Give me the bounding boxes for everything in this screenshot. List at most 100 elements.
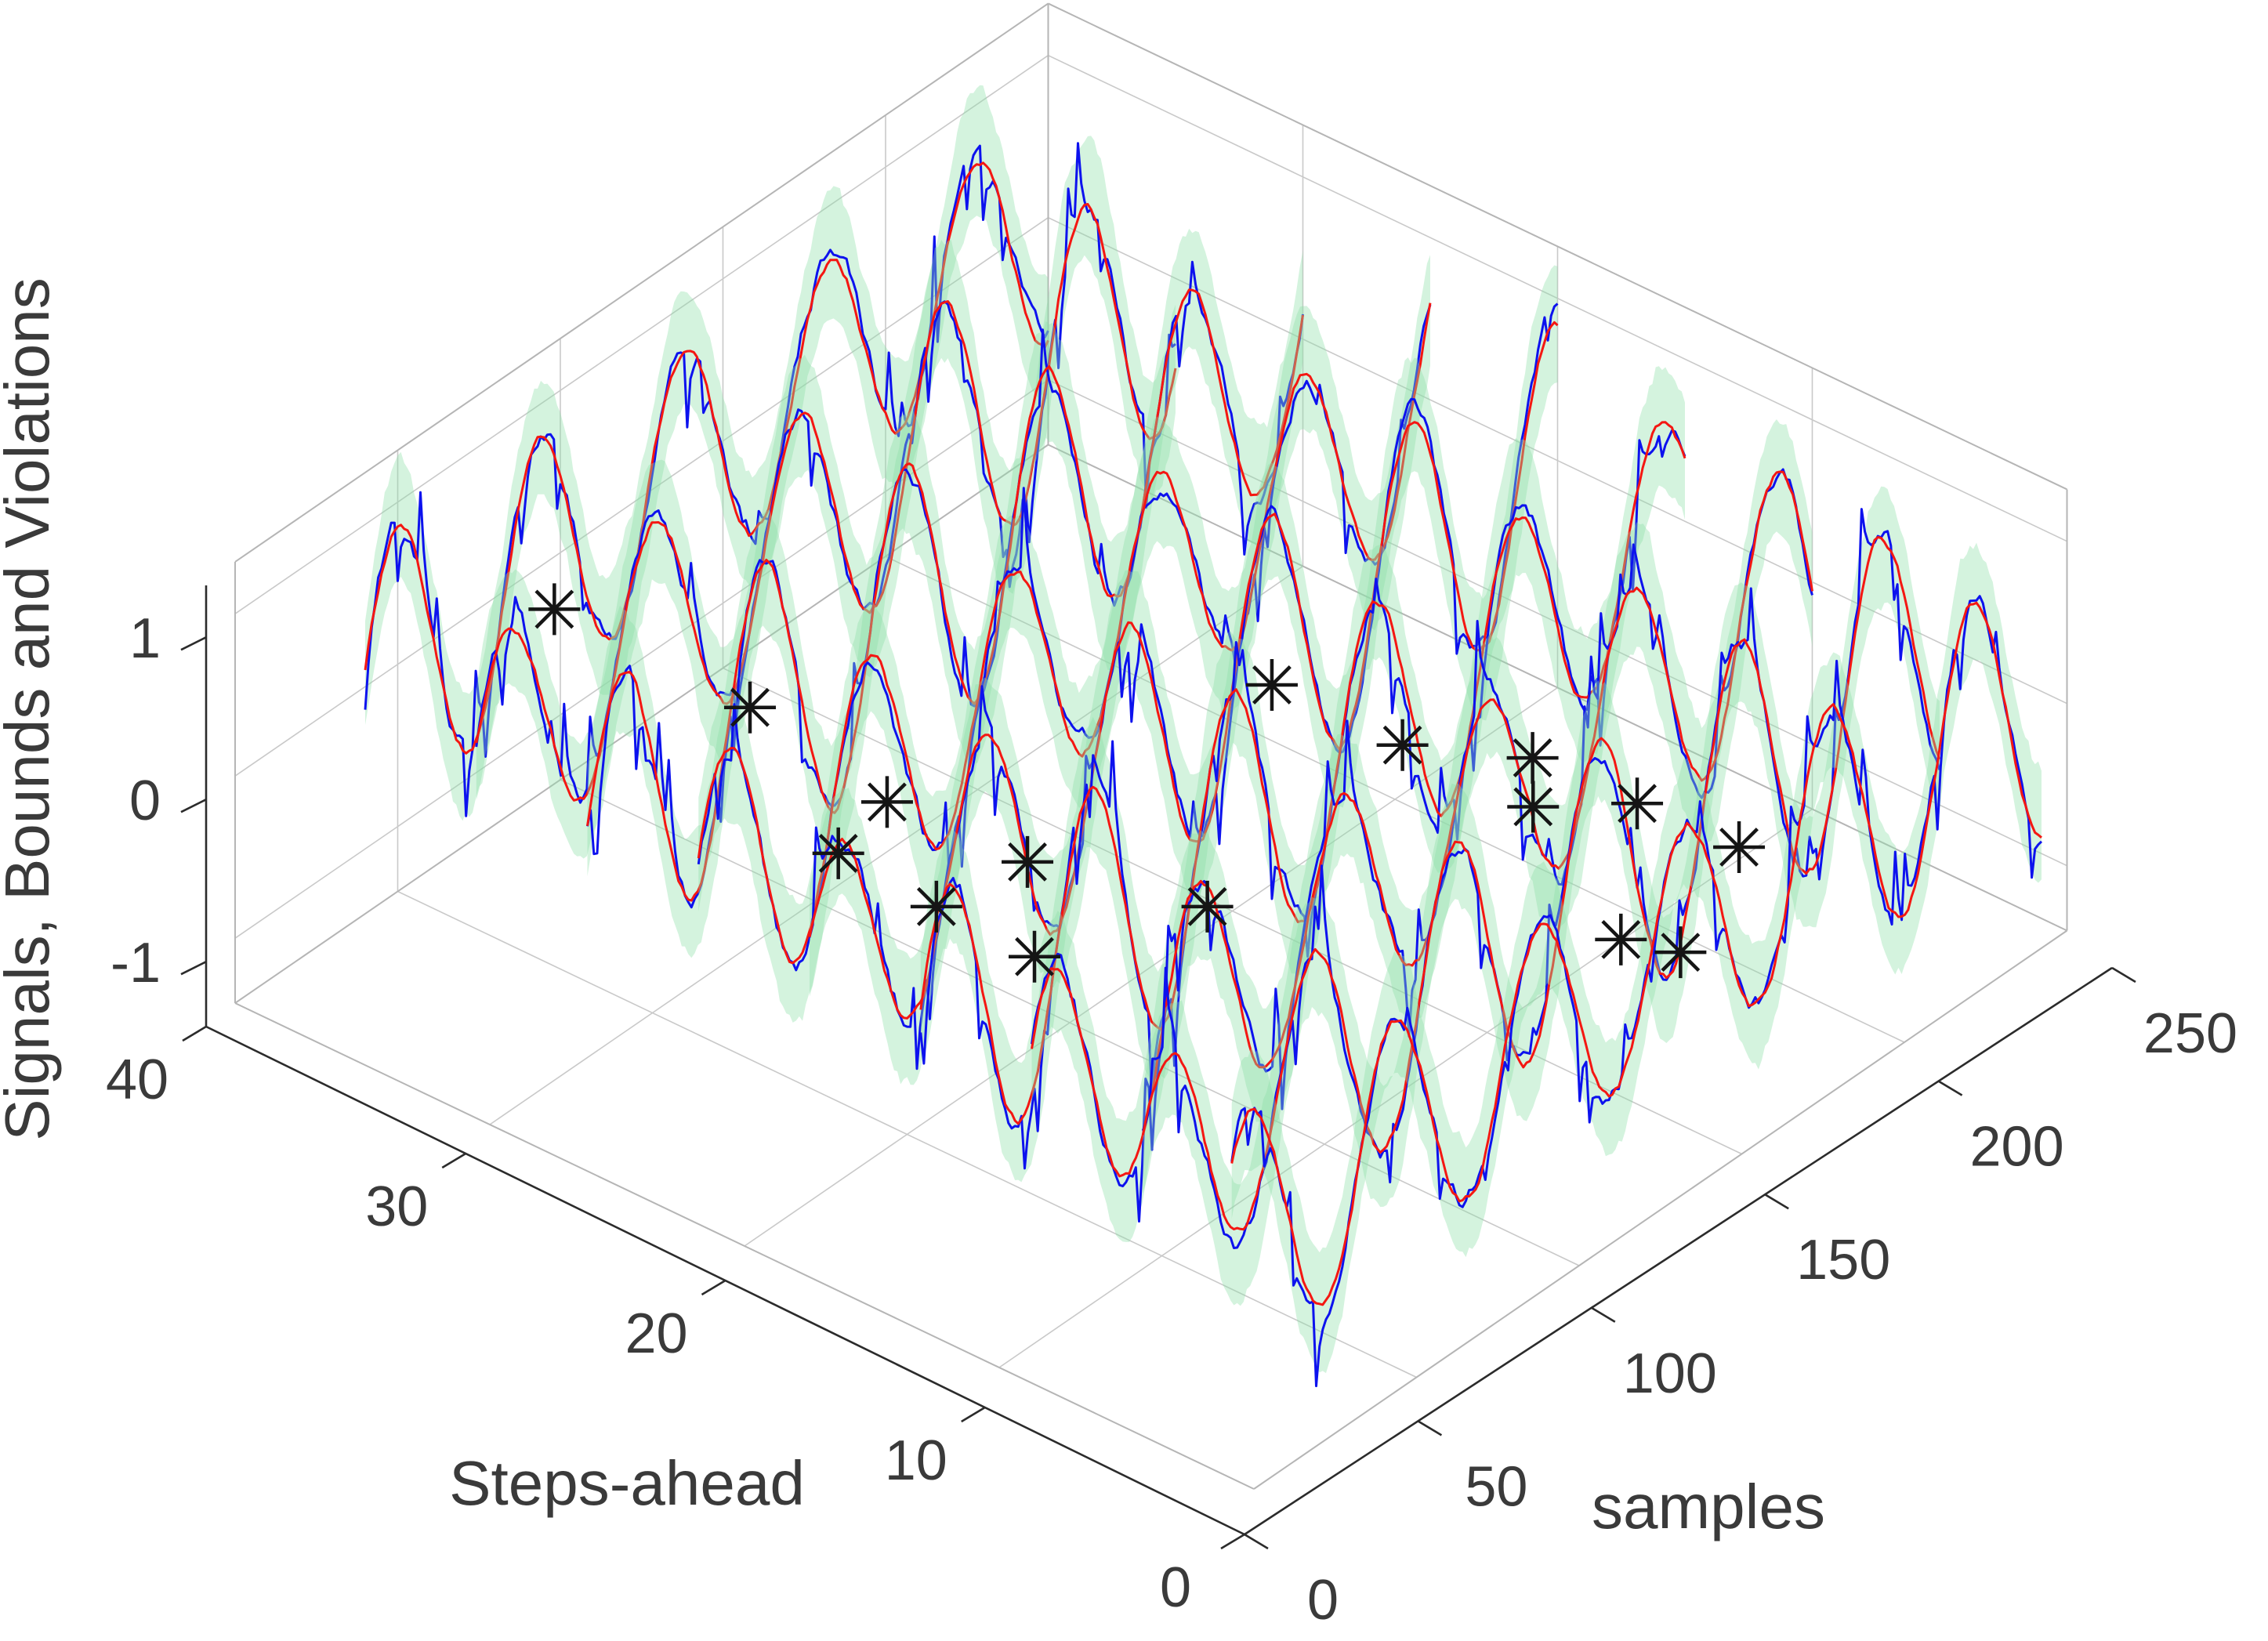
asterisk-center bbox=[1529, 802, 1537, 810]
y-axis-label: samples bbox=[1592, 1472, 1825, 1541]
x-tick-label: 40 bbox=[106, 1049, 168, 1111]
asterisk-center bbox=[1633, 799, 1641, 807]
y-tick-label: 150 bbox=[1796, 1229, 1890, 1291]
y-tick-label: 250 bbox=[2143, 1002, 2237, 1065]
asterisk-center bbox=[1399, 741, 1407, 749]
y-tick-label: 100 bbox=[1623, 1342, 1717, 1405]
grid-line bbox=[234, 55, 1049, 614]
y-tick-mark bbox=[1764, 1194, 1789, 1210]
violation-marker bbox=[1376, 719, 1429, 771]
box-edge bbox=[234, 1002, 1255, 1490]
y-tick-label: 50 bbox=[1465, 1455, 1527, 1518]
x-axis-label: Steps-ahead bbox=[449, 1448, 805, 1518]
violation-marker bbox=[1009, 930, 1060, 983]
grid-line bbox=[1048, 216, 2067, 705]
x-tick-mark bbox=[182, 1025, 207, 1042]
predicted-signal-row-30 bbox=[586, 288, 1304, 902]
box-edge bbox=[1048, 444, 2067, 932]
z-tick-label: 1 bbox=[129, 607, 161, 670]
actual-signal-row-35 bbox=[475, 142, 1176, 804]
asterisk-center bbox=[746, 704, 754, 712]
z-tick-label: 0 bbox=[129, 770, 161, 832]
bounds-band-row-35 bbox=[476, 136, 1176, 859]
box-edge bbox=[234, 2, 1049, 563]
asterisk-center bbox=[933, 903, 940, 911]
asterisk-center bbox=[1268, 681, 1276, 689]
actual-signal-row-5 bbox=[1141, 508, 1941, 1249]
x-tick-label: 0 bbox=[1160, 1556, 1191, 1619]
violation-marker bbox=[1002, 835, 1054, 888]
bounds-band-row-30 bbox=[587, 228, 1303, 958]
y-axis-ruler bbox=[1244, 966, 2113, 1536]
x-tick-label: 10 bbox=[885, 1429, 947, 1492]
x-tick-mark bbox=[1220, 1533, 1245, 1550]
grid-line bbox=[1048, 54, 2067, 542]
actual-signal-row-15 bbox=[919, 429, 1687, 1170]
z-tick-mark bbox=[180, 799, 207, 813]
violation-marker bbox=[528, 583, 581, 636]
asterisk-center bbox=[1529, 754, 1537, 762]
grid-line bbox=[560, 779, 1580, 1266]
grid-line bbox=[234, 379, 1049, 939]
z-tick-label: -1 bbox=[111, 932, 161, 994]
asterisk-center bbox=[1023, 858, 1031, 866]
violation-marker bbox=[910, 880, 962, 933]
y-tick-label: 200 bbox=[1970, 1116, 2064, 1179]
z-tick-mark bbox=[180, 636, 207, 651]
predicted-signal-row-25 bbox=[697, 302, 1432, 965]
y-tick-label: 0 bbox=[1307, 1569, 1339, 1632]
box-edge bbox=[234, 444, 1049, 1004]
y-tick-mark bbox=[1244, 1533, 1269, 1550]
y-tick-mark bbox=[1937, 1080, 1963, 1096]
violation-marker bbox=[724, 681, 776, 734]
box-edges-group bbox=[234, 2, 2068, 1490]
violation-marker bbox=[1181, 880, 1234, 933]
predicted-signal-row-35 bbox=[475, 203, 1177, 802]
violation-marker bbox=[1507, 781, 1560, 833]
box-edge bbox=[1048, 2, 2067, 491]
y-tick-mark bbox=[2111, 966, 2136, 984]
violation-markers-group bbox=[528, 583, 1766, 983]
x-tick-mark bbox=[701, 1279, 726, 1296]
predicted-signal-row-20 bbox=[808, 321, 1559, 1020]
grid-line bbox=[489, 565, 1303, 1125]
y-tick-mark bbox=[1417, 1420, 1443, 1436]
violation-marker bbox=[1611, 777, 1664, 830]
asterisk-center bbox=[1031, 953, 1038, 961]
x-tick-label: 20 bbox=[625, 1302, 687, 1365]
actual-signal-row-20 bbox=[808, 302, 1559, 1070]
grid-line bbox=[397, 890, 1417, 1378]
violation-marker bbox=[1245, 658, 1298, 711]
asterisk-center bbox=[1676, 948, 1684, 956]
violation-marker bbox=[812, 827, 864, 879]
axis-rulers-group: 0 10 20 30 40 0 50 100 150 200 250 -1 0 1 bbox=[106, 585, 2237, 1632]
actual-signal-row-1 bbox=[1230, 595, 2043, 1388]
asterisk-center bbox=[835, 849, 842, 857]
grid-line bbox=[723, 667, 1742, 1155]
z-axis-label: Signals, Bounds and Violations bbox=[0, 277, 62, 1141]
predicted-signal-row-5 bbox=[1141, 536, 1941, 1231]
actual-signal-row-40 bbox=[364, 144, 1049, 817]
bounds-band-row-1 bbox=[1231, 542, 2042, 1374]
x-tick-mark bbox=[961, 1406, 986, 1423]
bounds-band-row-15 bbox=[920, 366, 1685, 1183]
y-tick-mark bbox=[1591, 1306, 1616, 1323]
asterisk-center bbox=[883, 798, 891, 806]
box-edge bbox=[1253, 929, 2068, 1490]
bounds-band-row-20 bbox=[810, 265, 1558, 1085]
violation-marker bbox=[1506, 732, 1559, 784]
grid-line bbox=[885, 556, 1905, 1043]
grid-line bbox=[744, 686, 1558, 1247]
violation-marker bbox=[860, 776, 913, 828]
asterisk-center bbox=[1204, 903, 1212, 911]
violation-marker bbox=[1713, 821, 1766, 874]
asterisk-center bbox=[1617, 936, 1625, 944]
z-tick-mark bbox=[180, 961, 207, 976]
x-tick-mark bbox=[441, 1152, 466, 1169]
signal-ribbons-group bbox=[364, 85, 2043, 1388]
predicted-signal-row-15 bbox=[919, 421, 1687, 1125]
asterisk-center bbox=[550, 605, 558, 613]
x-tick-label: 30 bbox=[365, 1176, 428, 1238]
